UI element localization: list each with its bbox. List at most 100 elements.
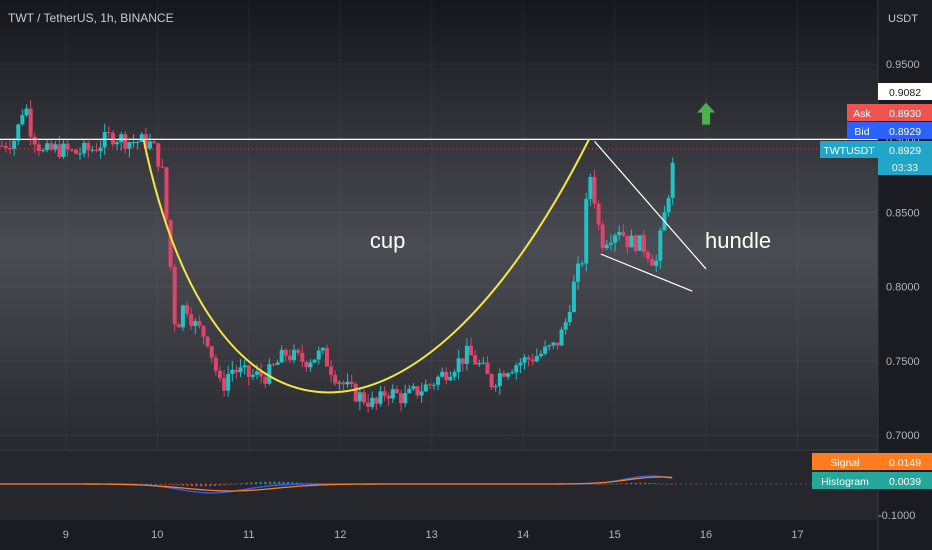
last-value: 0.8929 <box>889 145 921 157</box>
ask-badge-value-box <box>878 104 932 121</box>
candle-body <box>65 143 70 150</box>
candle-body <box>551 342 556 346</box>
candle-body <box>127 142 132 149</box>
candle-body <box>230 369 235 374</box>
macd-pane <box>0 449 878 520</box>
drawings[interactable]: cup hundle <box>0 102 878 394</box>
candle-body <box>345 381 350 385</box>
handle-label: hundle <box>705 228 771 253</box>
candle-body <box>506 373 511 377</box>
candle-body <box>522 357 527 363</box>
candle-body <box>666 197 671 213</box>
last-value-box <box>878 141 932 175</box>
candle-body <box>654 260 659 266</box>
last-label: TWTUSDT <box>823 145 875 157</box>
signal-label: Signal <box>830 457 859 469</box>
candle-body <box>337 382 342 384</box>
x-tick-label: 10 <box>151 529 163 541</box>
candle-body <box>543 346 548 354</box>
candle-body <box>106 132 111 134</box>
candle-body <box>82 142 87 154</box>
y-tick-label: 0.7000 <box>886 430 920 442</box>
candle-body <box>28 108 33 137</box>
candle-body <box>275 362 280 365</box>
histogram-bar <box>296 482 299 484</box>
candle-body <box>168 220 173 267</box>
histogram-bar <box>227 484 230 485</box>
signal-label-box <box>812 453 878 470</box>
x-tick-label: 12 <box>334 529 346 541</box>
handle-upper-line[interactable] <box>594 140 707 270</box>
candle-body <box>300 352 305 362</box>
candle-body <box>197 321 202 326</box>
histogram-label: Histogram <box>821 476 869 488</box>
candle-body <box>61 143 66 157</box>
candle-body <box>641 235 646 253</box>
x-tick-label: 11 <box>243 529 254 541</box>
candle-body <box>464 345 469 364</box>
candle-body <box>234 369 239 373</box>
candle-body <box>329 366 334 376</box>
candle-body <box>390 389 395 399</box>
histogram-bar <box>611 483 614 485</box>
x-tick-label: 15 <box>608 529 620 541</box>
candle-body <box>341 382 346 385</box>
candle-body <box>378 391 383 404</box>
candle-body <box>78 153 83 155</box>
candle-body <box>69 149 74 151</box>
currency-label: USDT <box>888 13 918 25</box>
candle-body <box>3 145 8 149</box>
histogram-bar <box>209 484 212 487</box>
cup-curve[interactable] <box>142 138 590 394</box>
ask-badge-value: 0.8930 <box>889 108 921 120</box>
candle-body <box>596 203 601 225</box>
candle-body <box>160 166 165 168</box>
candle-body <box>374 397 379 404</box>
candle-body <box>24 108 29 116</box>
histogram-bar <box>305 482 308 484</box>
histogram-bar <box>634 482 637 484</box>
histogram-value: 0.0039 <box>889 476 921 488</box>
histogram-label-box <box>812 472 878 489</box>
histogram-bar <box>273 481 276 484</box>
candle-body <box>279 349 284 363</box>
candle-body <box>538 353 543 357</box>
candle-body <box>571 281 576 312</box>
candle-body <box>267 364 272 384</box>
candle-body <box>238 367 243 373</box>
histogram-bar <box>630 482 633 484</box>
histogram-bar <box>652 483 655 484</box>
candle-body <box>283 349 288 356</box>
x-tick-label: 9 <box>63 529 69 541</box>
handle-lower-line[interactable] <box>600 253 693 292</box>
candle-body <box>382 391 387 396</box>
last-label-box <box>820 141 878 158</box>
candle-body <box>271 364 276 366</box>
candle-body <box>172 266 177 325</box>
histogram-bar <box>250 482 253 484</box>
candle-body <box>423 384 428 392</box>
candle-body <box>547 345 552 347</box>
candle-body <box>16 124 21 141</box>
candle-body <box>580 263 585 265</box>
histogram-bar <box>213 484 216 486</box>
candle-body <box>427 384 432 386</box>
candle-body <box>176 324 181 328</box>
candle-body <box>139 134 144 142</box>
candle-body <box>452 371 457 377</box>
candle-body <box>131 142 136 144</box>
histogram-bar <box>241 483 244 484</box>
histogram-bar <box>232 484 235 485</box>
candle-body <box>40 150 45 152</box>
candle-body <box>193 321 198 326</box>
histogram-bar <box>168 484 171 485</box>
candle-body <box>650 258 655 266</box>
candle-body <box>444 371 449 381</box>
signal-value: 0.0149 <box>889 457 921 469</box>
histogram-bar <box>588 484 591 485</box>
y-tick-label: 0.9500 <box>886 59 920 71</box>
candle-body <box>559 329 564 346</box>
x-tick-label: 13 <box>426 529 438 541</box>
candle-body <box>304 361 309 368</box>
